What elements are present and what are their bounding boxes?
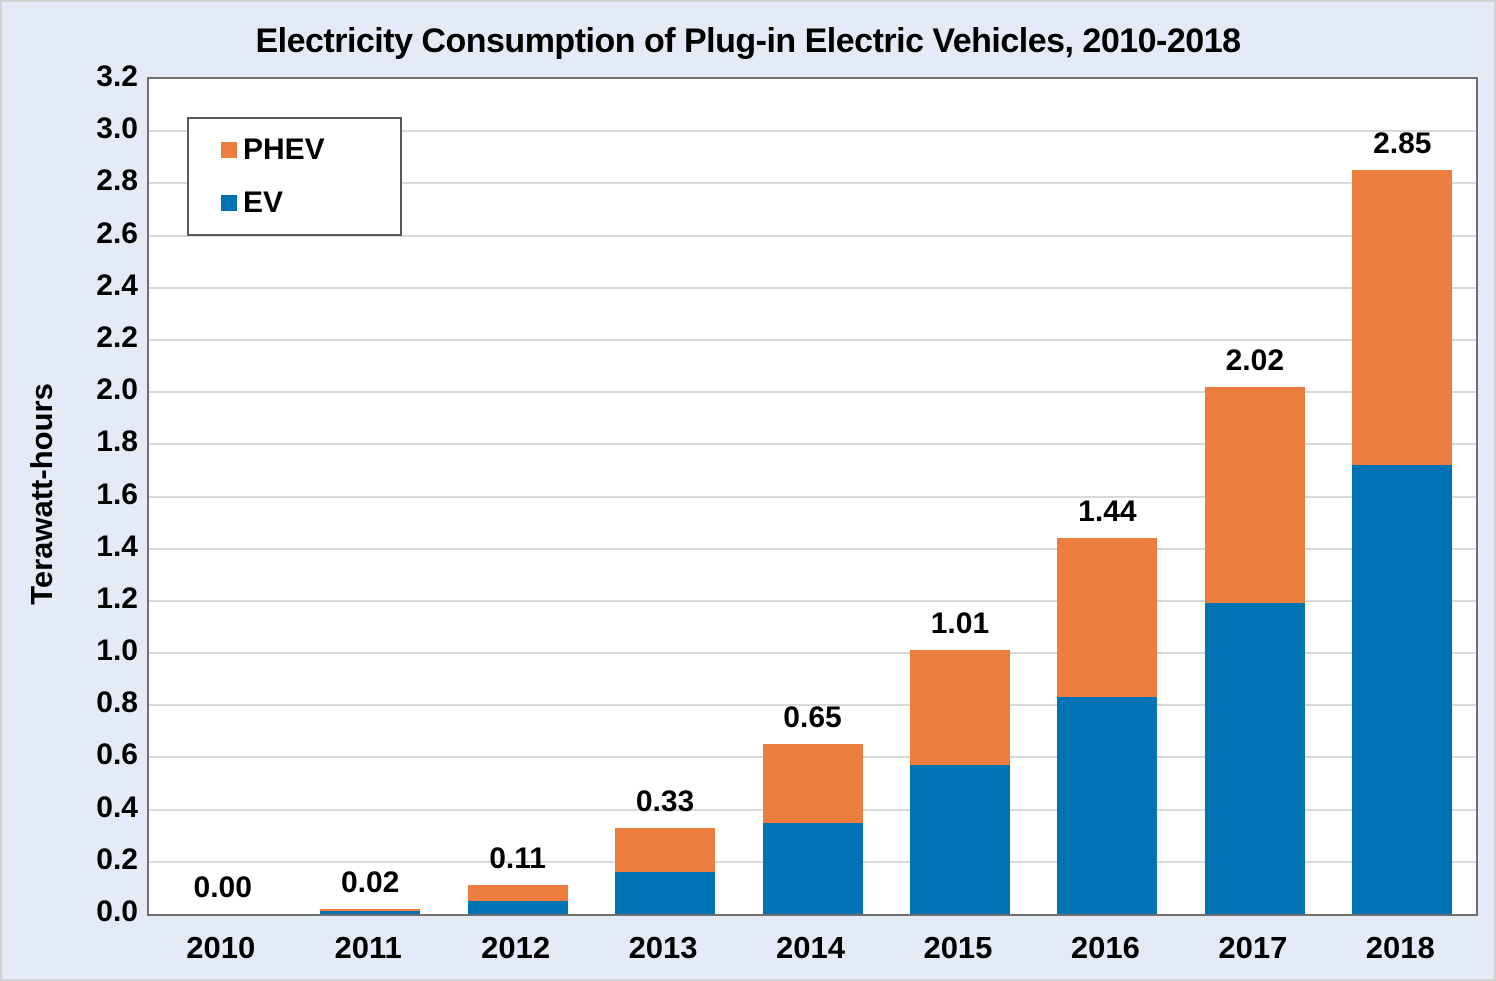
bar-segment-phev-2015 xyxy=(909,650,1010,766)
bar-segment-ev-2011 xyxy=(320,911,421,914)
bar-total-label-2015: 1.01 xyxy=(930,607,990,641)
legend-swatch-icon-phev xyxy=(221,141,237,158)
plot-area: 0.00 0.02 0.11 0.33 0.65 1.01 1.44 2.02 2.85 xyxy=(147,77,1478,916)
y-tick-label: 0.4 xyxy=(96,790,138,824)
y-tick-label: 1.0 xyxy=(96,634,138,668)
x-tick-label-2010: 2010 xyxy=(186,930,256,965)
bar-segment-phev-2017 xyxy=(1204,386,1305,604)
y-tick-label: 2.6 xyxy=(96,216,138,250)
x-tick-label-2012: 2012 xyxy=(481,930,551,965)
gridline xyxy=(149,182,1476,185)
gridline xyxy=(149,547,1476,550)
bar-segment-ev-2015 xyxy=(909,765,1010,914)
x-tick-label-2015: 2015 xyxy=(923,930,993,965)
y-axis-tick-labels: 3.2 3.0 2.8 2.6 2.4 2.2 2.0 1.8 1.6 1.4 1.2 1.0 0.8 0… xyxy=(2,2,138,979)
bar-segment-ev-2014 xyxy=(762,822,863,914)
y-tick-label: 2.8 xyxy=(96,164,138,198)
legend-label-phev: PHEV xyxy=(243,132,325,166)
chart-title: Electricity Consumption of Plug-in Elect… xyxy=(255,22,1241,60)
y-tick-label: 1.4 xyxy=(96,529,138,563)
y-tick-label: 0.8 xyxy=(96,686,138,720)
y-tick-label: 2.4 xyxy=(96,268,138,302)
bar-segment-phev-2014 xyxy=(762,744,863,823)
legend-label-ev: EV xyxy=(243,186,284,220)
bar-total-label-2011: 0.02 xyxy=(340,865,400,899)
y-tick-label: 2.2 xyxy=(96,320,138,354)
gridline xyxy=(149,599,1476,602)
y-tick-label: 0.6 xyxy=(96,738,138,772)
x-tick-label-2014: 2014 xyxy=(776,930,845,965)
bar-segment-phev-2018 xyxy=(1352,170,1453,466)
bar-segment-phev-2016 xyxy=(1057,538,1158,698)
y-tick-label: 3.2 xyxy=(96,60,138,93)
gridline xyxy=(149,391,1476,394)
bar-total-label-2018: 2.85 xyxy=(1373,127,1432,161)
y-tick-label: 0.0 xyxy=(96,895,138,928)
gridline xyxy=(149,130,1476,133)
legend-item-ev: EV xyxy=(221,187,400,219)
bar-total-label-2014: 0.65 xyxy=(783,701,842,735)
bar-total-label-2017: 2.02 xyxy=(1225,343,1285,377)
x-tick-label-2016: 2016 xyxy=(1070,930,1140,965)
y-tick-label: 3.0 xyxy=(96,112,138,146)
y-tick-label: 0.2 xyxy=(96,842,138,876)
x-tick-label-2011: 2011 xyxy=(334,930,402,965)
bar-segment-phev-2013 xyxy=(615,827,716,873)
gridline xyxy=(149,234,1476,237)
y-tick-label: 1.2 xyxy=(96,581,138,615)
bar-segment-ev-2016 xyxy=(1057,697,1158,914)
bar-total-label-2013: 0.33 xyxy=(635,784,695,818)
bar-total-label-2012: 0.11 xyxy=(489,842,546,876)
gridline xyxy=(149,338,1476,341)
bar-segment-ev-2018 xyxy=(1352,465,1453,914)
gridline xyxy=(149,286,1476,289)
bar-segment-ev-2012 xyxy=(467,900,568,914)
y-tick-label: 2.0 xyxy=(96,373,138,407)
legend: PHEV EV xyxy=(187,117,402,236)
bar-segment-ev-2013 xyxy=(615,872,716,914)
bar-segment-phev-2012 xyxy=(467,885,568,901)
gridline xyxy=(149,652,1476,655)
bar-total-label-2016: 1.44 xyxy=(1078,495,1137,529)
x-tick-label-2017: 2017 xyxy=(1218,930,1288,965)
y-tick-label: 1.6 xyxy=(96,477,138,511)
gridline xyxy=(149,495,1476,498)
gridline xyxy=(149,704,1476,707)
bar-total-label-2010: 0.00 xyxy=(193,871,252,904)
x-tick-label-2018: 2018 xyxy=(1365,930,1435,965)
x-axis-tick-labels: 2010 2011 2012 2013 2014 2015 2016 2017 2018 xyxy=(147,930,1474,974)
legend-swatch-icon-ev xyxy=(221,195,237,212)
x-tick-label-2013: 2013 xyxy=(628,930,698,965)
gridline xyxy=(149,443,1476,446)
legend-item-phev: PHEV xyxy=(221,132,400,166)
bar-segment-phev-2011 xyxy=(320,908,421,912)
y-tick-label: 1.8 xyxy=(96,425,138,459)
bar-segment-ev-2017 xyxy=(1204,603,1305,914)
